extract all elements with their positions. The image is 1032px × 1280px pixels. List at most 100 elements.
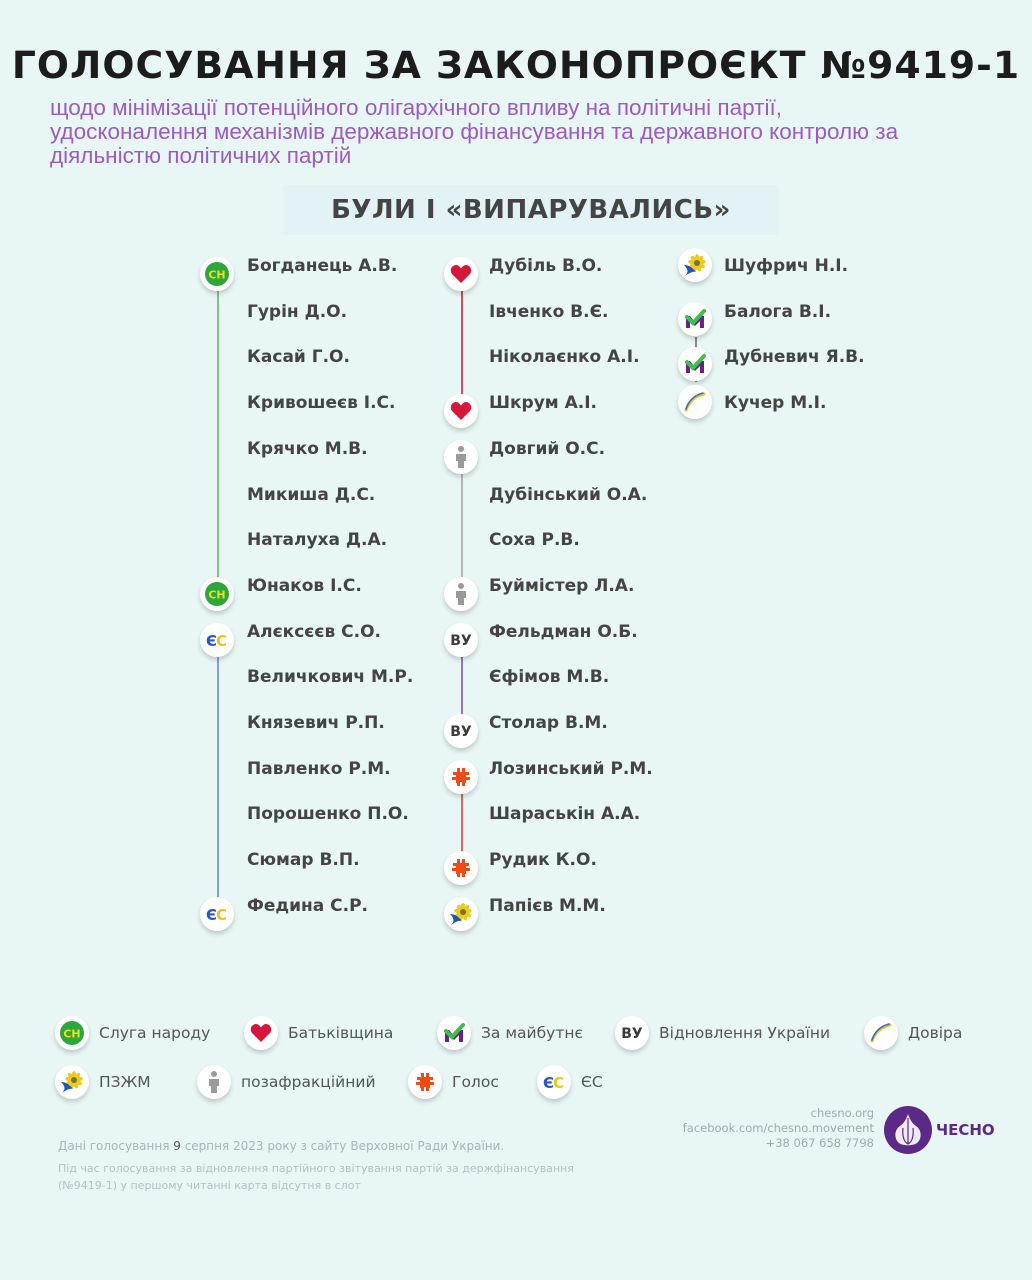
deputy-name: Дубіль В.О. [489, 256, 603, 276]
deputy-name: Павленко Р.М. [247, 758, 391, 779]
svg-text:ВУ: ВУ [450, 633, 472, 649]
deputy-name: Івченко В.Є. [489, 301, 609, 322]
holos-icon [444, 851, 478, 886]
deputy-name: Дубінський О.А. [489, 484, 648, 505]
deputy-name: Балога В.І. [724, 302, 832, 322]
page-subtitle: щодо мінімізації потенційного олігархічн… [50, 96, 1020, 168]
svg-text:СН: СН [208, 269, 225, 282]
party-group-line [461, 785, 463, 878]
legend-label: Батьківщина [288, 1024, 394, 1042]
svg-text:Є: Є [543, 1074, 554, 1092]
sunflower-icon [55, 1065, 89, 1099]
servant-of-people-icon: СН [200, 257, 234, 291]
holos-icon [408, 1065, 442, 1099]
deputy-name: Величкович М.Р. [247, 667, 414, 688]
vu-icon: ВУ [444, 622, 478, 657]
chesno-garlic-logo-icon [884, 1106, 932, 1154]
deputy-name: Довгий О.С. [489, 438, 606, 459]
deputy-name: Федина С.Р. [247, 895, 369, 916]
deputy-name: Князевич Р.П. [247, 713, 385, 733]
svg-text:ВУ: ВУ [450, 724, 472, 740]
deputy-name: Рудик К.О. [489, 850, 597, 871]
heart-icon [444, 257, 478, 291]
person-icon [444, 439, 478, 474]
deputy-name: Гурін Д.О. [247, 301, 348, 322]
party-group-line [461, 465, 463, 603]
svg-text:С: С [216, 906, 227, 924]
svg-text:СН: СН [208, 588, 225, 601]
svg-text:С: С [216, 632, 227, 650]
m-checkmark-icon [678, 347, 712, 381]
deputy-name: Папієв М.М. [489, 895, 606, 916]
legend-label: ПЗЖМ [99, 1073, 151, 1091]
deputy-name: Лозинський Р.М. [489, 758, 653, 779]
vu-icon: ВУ [615, 1016, 649, 1050]
legend-label: Відновлення України [659, 1024, 831, 1042]
party-group-line [217, 648, 219, 923]
deputy-name: Микиша Д.С. [247, 484, 376, 505]
vu-icon: ВУ [444, 714, 478, 748]
legend-label: Голос [452, 1073, 499, 1091]
deputy-name: Буймістер Л.А. [489, 575, 635, 596]
svg-text:Є: Є [206, 906, 217, 924]
deputy-name: Порошенко П.О. [247, 804, 409, 825]
page-title: ГОЛОСУВАННЯ ЗА ЗАКОНОПРОЄКТ №9419-1 [11, 44, 1021, 87]
party-group-line [461, 648, 463, 740]
svg-text:Є: Є [206, 632, 217, 650]
contacts: chesno.org facebook.com/chesno.movement … [683, 1106, 874, 1151]
svg-text:ВУ: ВУ [621, 1026, 643, 1042]
deputy-name: Дубневич Я.В. [724, 347, 865, 367]
deputy-name: Кривошеєв І.С. [247, 393, 396, 414]
m-checkmark-icon [678, 302, 712, 336]
deputy-name: Фельдман О.Б. [489, 621, 638, 642]
arc-icon [678, 385, 712, 419]
deputy-name: Шкрум А.І. [489, 393, 598, 414]
deputy-name: Соха Р.В. [489, 530, 580, 551]
deputy-name: Богданець А.В. [247, 256, 398, 276]
heart-icon [244, 1016, 278, 1050]
heart-icon [444, 394, 478, 429]
phone-number: +38 067 658 7798 [765, 1136, 874, 1150]
person-icon [197, 1065, 231, 1099]
subtitle-line: удосконалення механізмів державного фіна… [50, 119, 899, 144]
deputy-name: Касай Г.О. [247, 347, 350, 368]
deputy-name: Алєксєєв С.О. [247, 621, 381, 642]
party-group-line [461, 283, 463, 421]
legend-label: ЄС [581, 1073, 603, 1091]
chesno-logo-text: ЧЕСНО [936, 1121, 995, 1139]
deputy-name: Юнаков І.С. [247, 575, 362, 596]
section-title: БУЛИ І «ВИПАРУВАЛИСЬ» [331, 195, 731, 225]
facebook-link[interactable]: facebook.com/chesno.movement [682, 1121, 874, 1135]
svg-text:С: С [553, 1074, 564, 1092]
legend-label: За майбутнє [481, 1024, 584, 1042]
subtitle-line: діяльністю політичних партій [50, 143, 352, 168]
deputy-name: Сюмар В.П. [247, 850, 360, 871]
servant-of-people-icon: СН [55, 1016, 89, 1050]
svg-text:СН: СН [63, 1028, 80, 1041]
missing-card-note: Під час голосування за відновлення парті… [58, 1162, 574, 1192]
legend-label: Слуга народу [99, 1024, 211, 1042]
holos-icon [444, 759, 478, 794]
arc-icon [864, 1016, 898, 1050]
deputy-name: Шуфрич Н.І. [724, 256, 849, 276]
legend-label: позафракційний [241, 1073, 376, 1091]
website-link[interactable]: chesno.org [810, 1106, 874, 1120]
party-group-line [217, 283, 219, 603]
legend-label: Довіра [908, 1024, 963, 1042]
deputy-name: Кучер М.І. [724, 393, 827, 413]
deputy-name: Крячко М.В. [247, 438, 368, 459]
sunflower-icon [444, 896, 478, 931]
deputy-name: Столар В.М. [489, 713, 608, 733]
deputy-name: Наталуха Д.А. [247, 530, 388, 551]
m-checkmark-icon [437, 1016, 471, 1050]
deputy-name: Єфімов М.В. [489, 667, 610, 688]
person-icon [444, 576, 478, 611]
section-header: БУЛИ І «ВИПАРУВАЛИСЬ» [283, 185, 779, 235]
subtitle-line: щодо мінімізації потенційного олігархічн… [50, 95, 782, 120]
sunflower-icon [678, 248, 712, 282]
servant-of-people-icon: СН [200, 576, 234, 611]
deputy-name: Шараськін А.А. [489, 804, 641, 825]
